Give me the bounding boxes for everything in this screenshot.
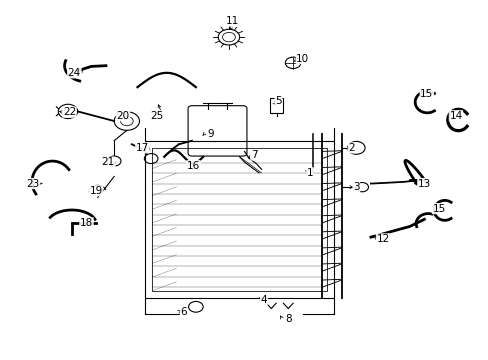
- Text: 16: 16: [186, 161, 200, 171]
- Text: 6: 6: [180, 307, 186, 317]
- Text: 4: 4: [260, 295, 267, 305]
- Text: 21: 21: [102, 157, 115, 167]
- Text: 22: 22: [62, 107, 76, 117]
- Text: 14: 14: [448, 111, 462, 121]
- Text: 12: 12: [376, 234, 389, 244]
- Text: 15: 15: [419, 89, 432, 99]
- Text: 8: 8: [285, 314, 291, 324]
- Text: 25: 25: [150, 111, 163, 121]
- Text: 24: 24: [67, 68, 81, 78]
- Text: 9: 9: [207, 129, 213, 139]
- Text: 19: 19: [89, 186, 102, 196]
- Text: 20: 20: [116, 111, 129, 121]
- Text: 7: 7: [250, 150, 257, 160]
- Text: 23: 23: [26, 179, 40, 189]
- Text: 13: 13: [417, 179, 430, 189]
- Text: 1: 1: [306, 168, 313, 178]
- Text: 10: 10: [296, 54, 309, 64]
- Text: 5: 5: [275, 96, 281, 107]
- Text: 3: 3: [352, 182, 359, 192]
- Text: 15: 15: [431, 203, 445, 213]
- Text: 18: 18: [80, 218, 93, 228]
- Text: 17: 17: [136, 143, 149, 153]
- Text: 2: 2: [347, 143, 354, 153]
- Text: 11: 11: [225, 16, 239, 26]
